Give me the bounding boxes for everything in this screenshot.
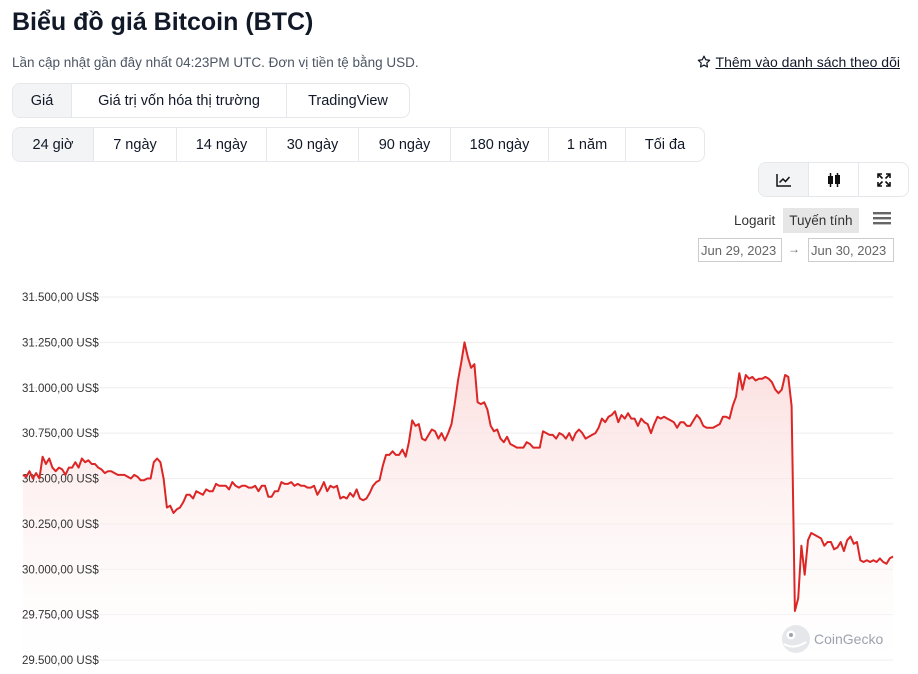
tab-market-cap[interactable]: Giá trị vốn hóa thị trường <box>72 84 287 117</box>
y-axis-tick-label: 31.000,00 US$ <box>22 383 99 395</box>
add-to-watchlist-link[interactable]: Thêm vào danh sách theo dõi <box>696 54 900 70</box>
candlestick-button[interactable] <box>809 163 859 196</box>
scale-log-button[interactable]: Logarit <box>734 213 776 228</box>
fullscreen-icon <box>876 172 891 187</box>
y-axis-tick-label: 29.500,00 US$ <box>22 655 99 667</box>
range-7d[interactable]: 7 ngày <box>94 128 177 161</box>
range-24h[interactable]: 24 giờ <box>13 128 94 161</box>
price-chart[interactable]: 31.500,00 US$ 31.250,00 US$ 31.000,00 US$ 3… <box>0 270 918 674</box>
range-30d[interactable]: 30 ngày <box>267 128 359 161</box>
page-title: Biểu đồ giá Bitcoin (BTC) <box>12 8 314 36</box>
fullscreen-button[interactable] <box>859 163 908 196</box>
line-chart-button[interactable] <box>759 163 809 196</box>
watchlist-label: Thêm vào danh sách theo dõi <box>715 54 900 70</box>
last-updated-text: Lần cập nhật gần đây nhất 04:23PM UTC. Đ… <box>12 55 419 70</box>
tab-tradingview[interactable]: TradingView <box>308 92 388 109</box>
star-icon <box>697 55 710 68</box>
y-axis-tick-label: 31.500,00 US$ <box>22 292 99 304</box>
y-axis-tick-label: 30.250,00 US$ <box>22 519 99 531</box>
scale-linear-button[interactable]: Tuyến tính <box>783 208 859 233</box>
line-chart-icon <box>775 173 791 187</box>
hamburger-menu-icon <box>873 212 891 225</box>
range-14d[interactable]: 14 ngày <box>177 128 267 161</box>
date-from-input[interactable]: Jun 29, 2023 <box>698 238 782 262</box>
range-max[interactable]: Tối đa <box>644 136 686 153</box>
chart-tools <box>758 162 909 197</box>
price-area-fill <box>23 342 893 660</box>
scale-toggle: Logarit Tuyến tính <box>728 208 859 233</box>
coingecko-watermark: CoinGecko <box>782 625 883 653</box>
range-1y[interactable]: 1 năm <box>549 128 626 161</box>
y-axis-tick-label: 29.750,00 US$ <box>22 610 99 622</box>
range-180d[interactable]: 180 ngày <box>451 128 549 161</box>
y-axis-tick-label: 31.250,00 US$ <box>22 337 99 349</box>
date-range-arrow: → <box>788 242 800 256</box>
y-axis-tick-label: 30.500,00 US$ <box>22 474 99 486</box>
time-range-tabs: 24 giờ 7 ngày 14 ngày 30 ngày 90 ngày 18… <box>12 127 705 162</box>
chart-menu-button[interactable] <box>872 210 892 231</box>
date-to-input[interactable]: Jun 30, 2023 <box>808 238 894 262</box>
y-axis-tick-label: 30.000,00 US$ <box>22 564 99 576</box>
tab-price[interactable]: Giá <box>13 84 72 117</box>
price-line <box>22 341 894 612</box>
chart-type-tabs: Giá Giá trị vốn hóa thị trường TradingVi… <box>12 83 410 118</box>
range-90d[interactable]: 90 ngày <box>359 128 451 161</box>
coingecko-watermark-text: CoinGecko <box>814 631 883 647</box>
y-axis-tick-label: 30.750,00 US$ <box>22 428 99 440</box>
candlestick-icon <box>827 172 840 187</box>
